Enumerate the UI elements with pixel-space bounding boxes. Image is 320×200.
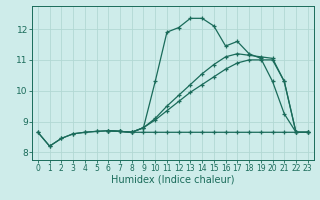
X-axis label: Humidex (Indice chaleur): Humidex (Indice chaleur) (111, 175, 235, 185)
